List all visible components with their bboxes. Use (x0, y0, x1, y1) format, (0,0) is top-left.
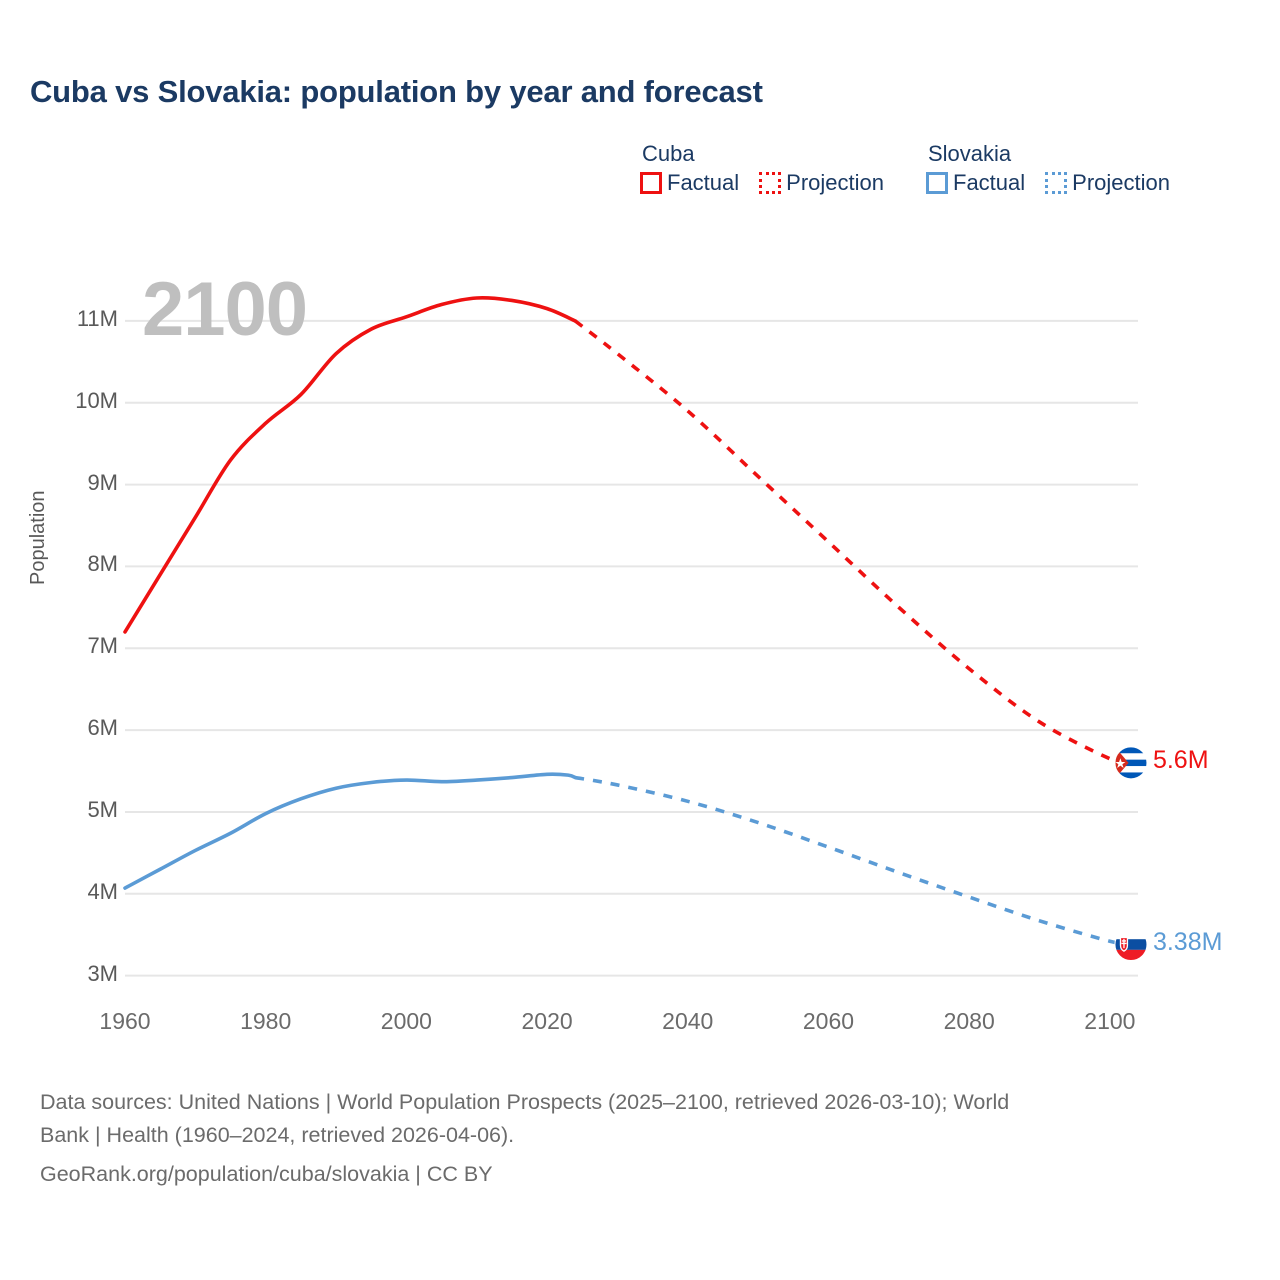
footer-line-2: Bank | Health (1960–2024, retrieved 2026… (40, 1123, 515, 1148)
legend-item-slovakia-factual[interactable]: Factual (926, 170, 1026, 196)
x-tick-1960: 1960 (99, 1008, 151, 1034)
x-tick-2020: 2020 (521, 1008, 573, 1034)
legend-swatch-solid-blue-icon (926, 172, 948, 195)
legend-country-cuba: Cuba (642, 141, 695, 166)
y-tick-10M: 10M (75, 387, 118, 413)
legend-group-cuba: Cuba Factual Projection (640, 141, 884, 196)
y-tick-7M: 7M (87, 633, 118, 659)
plot-area: 2100 Population 3M 4M 5M 6M 7M 8M 9M 10M 11M 196… (0, 0, 1223, 1070)
y-tick-6M: 6M (87, 715, 118, 741)
x-tick-2040: 2040 (662, 1008, 714, 1034)
footer-line-1: Data sources: United Nations | World Pop… (40, 1090, 1010, 1114)
legend-label-cuba-factual: Factual (667, 170, 740, 196)
legend-label-slovakia-factual: Factual (953, 170, 1026, 196)
legend-item-cuba-factual[interactable]: Factual (640, 170, 740, 196)
x-tick-2080: 2080 (943, 1008, 995, 1034)
y-tick-5M: 5M (87, 796, 118, 822)
y-tick-8M: 8M (87, 551, 118, 577)
legend-country-slovakia: Slovakia (928, 141, 1012, 166)
y-tick-9M: 9M (87, 469, 118, 495)
page-title: Cuba vs Slovakia: population by year and… (30, 74, 763, 109)
y-tick-11M: 11M (76, 305, 118, 331)
legend-label-cuba-projection: Projection (786, 170, 884, 196)
x-tick-2000: 2000 (380, 1008, 432, 1034)
legend-swatch-solid-red-icon (640, 172, 662, 195)
x-tick-2100: 2100 (1084, 1008, 1136, 1034)
legend-item-slovakia-projection[interactable]: Projection (1045, 170, 1170, 196)
series-lines (123, 296, 1132, 947)
chart-svg (123, 296, 1148, 977)
x-tick-1980: 1980 (240, 1008, 292, 1034)
cuba-flag-icon (1114, 746, 1148, 780)
endpoint-label-cuba: 5.6M (1152, 745, 1209, 774)
y-tick-3M: 3M (87, 960, 118, 986)
year-watermark: 2100 (142, 267, 308, 352)
x-tick-2060: 2060 (802, 1008, 855, 1034)
legend-group-slovakia: Slovakia Factual Projection (926, 141, 1170, 196)
y-tick-4M: 4M (87, 878, 118, 904)
endpoint-label-slovakia: 3.38M (1152, 927, 1223, 956)
footer-sources: Data sources: United Nations | World Pop… (40, 1086, 1245, 1191)
y-axis-ticks: 3M 4M 5M 6M 7M 8M 9M 10M 11M (0, 0, 118, 1070)
slovakia-flag-icon (1114, 928, 1148, 962)
chart-legend: Cuba Factual Projection Slovakia Factual (640, 141, 1170, 196)
legend-label-slovakia-projection: Projection (1072, 170, 1170, 196)
legend-swatch-dotted-red-icon (759, 172, 782, 195)
legend-item-cuba-projection[interactable]: Projection (759, 170, 884, 196)
gridlines (125, 319, 1138, 977)
endpoint-markers (1114, 746, 1148, 962)
footer-line-3[interactable]: GeoRank.org/population/cuba/slovakia | C… (40, 1161, 493, 1186)
legend-swatch-dotted-blue-icon (1045, 172, 1068, 195)
